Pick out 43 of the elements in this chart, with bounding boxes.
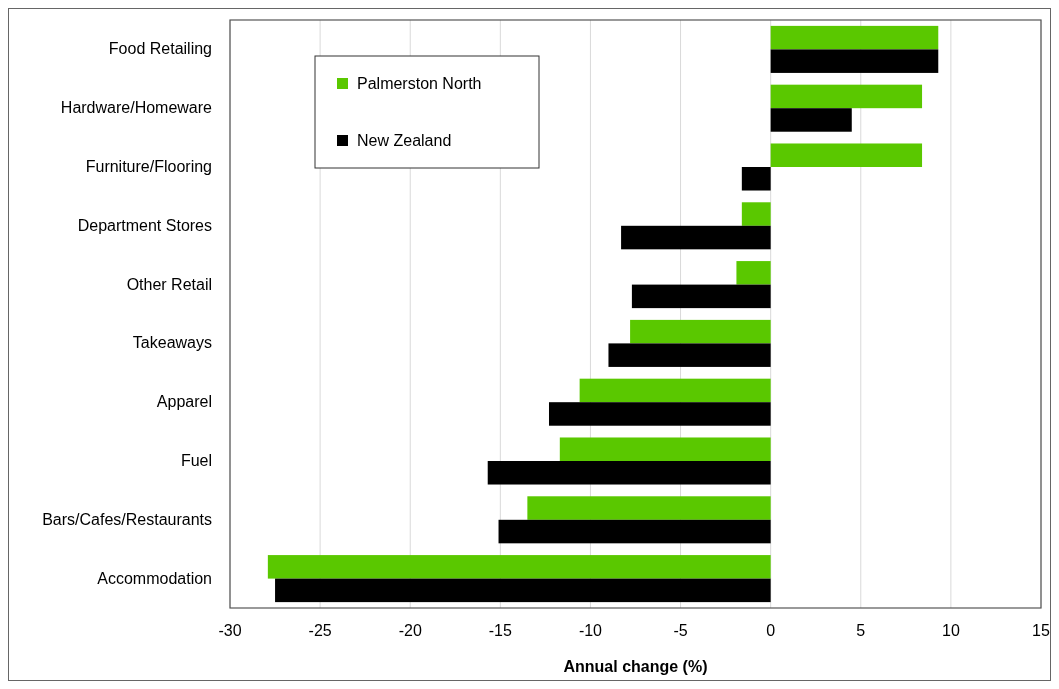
x-axis-title: Annual change (%) [563, 658, 708, 675]
y-tick-label: Hardware/Homeware [60, 99, 213, 117]
bar [608, 343, 771, 367]
bar [621, 225, 771, 250]
bar [770, 25, 939, 50]
bar [741, 167, 771, 191]
bar [559, 437, 771, 461]
bar [275, 578, 771, 603]
x-tick-label: 10 [941, 622, 960, 639]
y-tick-label: Other Retail [126, 275, 212, 293]
x-tick-label: -5 [673, 622, 688, 639]
y-tick-label: Furniture/Flooring [85, 158, 212, 175]
x-tick-label: 0 [766, 622, 776, 639]
y-tick-label: Food Retailing [108, 40, 212, 58]
legend-label: Palmerston North [357, 75, 482, 92]
x-tick-label: -15 [488, 622, 512, 639]
legend-label: New Zealand [357, 132, 452, 149]
bar [770, 49, 939, 73]
bar [498, 519, 771, 544]
y-tick-label: Bars/Cafes/Restaurants [42, 510, 212, 528]
y-tick-label: Accommodation [97, 569, 212, 587]
x-tick-label: -10 [578, 622, 603, 639]
bar [579, 378, 771, 403]
bar [630, 319, 771, 344]
bar [267, 555, 771, 579]
bar [527, 496, 771, 520]
y-tick-label: Takeaways [132, 334, 212, 352]
y-tick-label: Fuel [180, 452, 212, 469]
y-tick-label: Department Stores [77, 216, 212, 234]
x-tick-label: 15 [1032, 622, 1050, 639]
bar [548, 402, 771, 426]
y-tick-label: Apparel [156, 393, 212, 411]
x-tick-label: 5 [856, 622, 866, 639]
bar [631, 284, 771, 309]
x-tick-label: -30 [218, 622, 242, 639]
x-tick-label: -20 [398, 622, 422, 639]
x-tick-label: -25 [308, 622, 332, 639]
bar [741, 202, 771, 226]
bar [736, 261, 771, 285]
bar [487, 461, 771, 485]
bar [770, 84, 923, 109]
bar [770, 143, 923, 167]
bar [770, 108, 852, 132]
